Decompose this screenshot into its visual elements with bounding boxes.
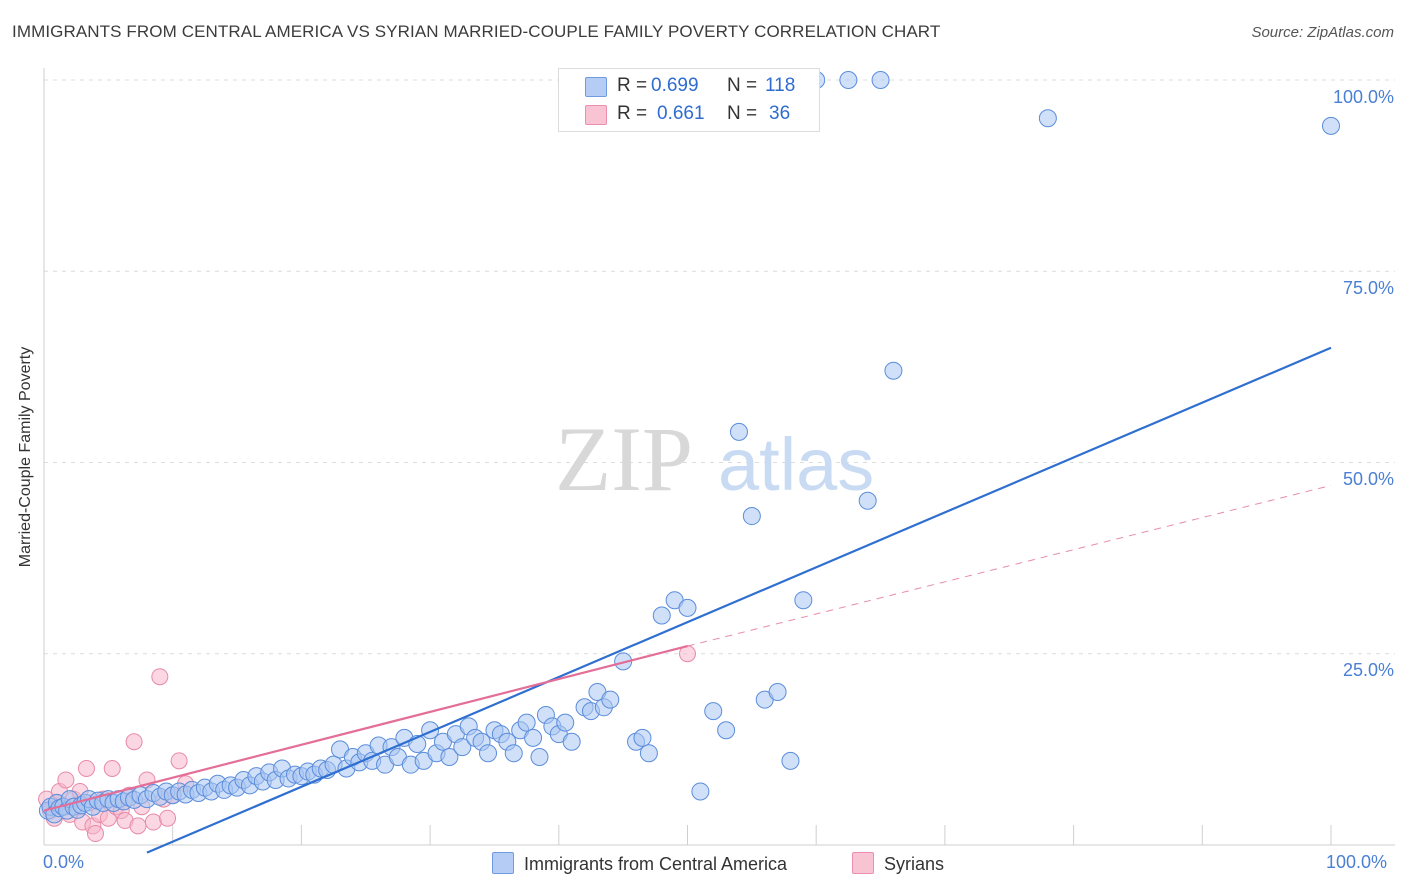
- legend-n-label: N =: [727, 75, 758, 96]
- central-america-point: [781, 751, 800, 770]
- central-america-point: [633, 728, 652, 747]
- central-america-point: [768, 683, 787, 701]
- y-tick-25: 25.0%: [1342, 660, 1394, 680]
- grid-lines: [44, 79, 1395, 655]
- syrians-point: [170, 752, 188, 770]
- syrians-point: [57, 771, 75, 789]
- central-america-point: [440, 748, 459, 767]
- bottom-legend-swatch-pink: [852, 852, 874, 874]
- central-america-point: [871, 71, 890, 89]
- legend-swatch-pink: [585, 105, 607, 125]
- central-america-point: [453, 738, 472, 757]
- central-america-point: [601, 690, 620, 709]
- central-america-point: [858, 491, 877, 510]
- syrians-point: [103, 760, 121, 777]
- central-america-points: [38, 71, 1340, 824]
- trendlines: [43, 346, 1332, 854]
- central-america-point: [691, 782, 710, 801]
- bottom-legend-central-america: Immigrants from Central America: [492, 852, 787, 875]
- legend-row-central-america: R = 0.699 N = 118: [559, 73, 819, 101]
- syrians-point: [77, 760, 95, 777]
- central-america-point: [884, 361, 903, 380]
- legend-n-value: 118: [765, 75, 796, 96]
- syrians-point: [86, 825, 104, 843]
- source-label: Source: ZipAtlas.com: [1251, 24, 1394, 41]
- central-america-point: [504, 744, 523, 763]
- central-america-point: [479, 744, 498, 763]
- central-america-point: [1038, 109, 1057, 128]
- legend-n-value: 36: [769, 103, 791, 124]
- legend-r-label: R =: [617, 75, 648, 96]
- legend-r-value: 0.661: [657, 103, 705, 124]
- axes: [43, 68, 1395, 846]
- syrians-trendline-extension: [687, 484, 1332, 647]
- y-tick-75: 75.0%: [1342, 278, 1394, 298]
- y-tick-100: 100.0%: [1332, 87, 1394, 107]
- syrians-point: [144, 813, 162, 831]
- central-america-point: [729, 422, 748, 441]
- legend-r-label: R =: [617, 103, 648, 124]
- central-america-point: [742, 507, 761, 526]
- central-america-point: [704, 702, 723, 721]
- watermark-zip: ZIP: [555, 408, 693, 510]
- syrians-point: [151, 668, 169, 686]
- central-america-point: [839, 71, 858, 89]
- central-america-point: [562, 732, 581, 751]
- syrians-point: [125, 733, 143, 751]
- legend-row-syrians: R = 0.661 N = 36: [559, 101, 819, 129]
- central-america-point: [524, 728, 543, 747]
- syrians-point: [129, 817, 147, 835]
- syrians-trendline: [43, 645, 688, 812]
- central-america-point: [556, 713, 575, 732]
- correlation-legend: R = 0.699 N = 118 R = 0.661 N = 36: [558, 68, 820, 132]
- y-tick-50: 50.0%: [1342, 469, 1394, 489]
- central-america-point: [678, 598, 697, 617]
- bottom-legend-label: Syrians: [884, 854, 945, 874]
- chart-title: IMMIGRANTS FROM CENTRAL AMERICA VS SYRIA…: [12, 22, 941, 41]
- bottom-legend-label: Immigrants from Central America: [524, 854, 788, 874]
- central-america-point: [652, 606, 671, 625]
- bottom-legend-swatch-blue: [492, 852, 514, 874]
- legend-n-label: N =: [727, 103, 758, 124]
- central-america-point: [517, 713, 536, 732]
- syrians-points: [38, 645, 696, 843]
- watermark: ZIP atlas: [555, 408, 874, 510]
- central-america-point: [717, 721, 736, 740]
- x-tick-0: 0.0%: [43, 852, 85, 872]
- x-tick-100: 100.0%: [1326, 852, 1388, 872]
- central-america-point: [530, 748, 549, 767]
- central-america-point: [639, 744, 658, 763]
- central-america-point: [1322, 116, 1340, 135]
- y-axis-label: Married-Couple Family Poverty: [17, 346, 34, 568]
- central-america-trendline: [146, 346, 1332, 854]
- central-america-point: [794, 591, 813, 610]
- bottom-legend-syrians: Syrians: [852, 852, 944, 875]
- legend-swatch-blue: [585, 77, 607, 97]
- syrians-point: [159, 809, 177, 827]
- legend-r-value: 0.699: [651, 75, 699, 96]
